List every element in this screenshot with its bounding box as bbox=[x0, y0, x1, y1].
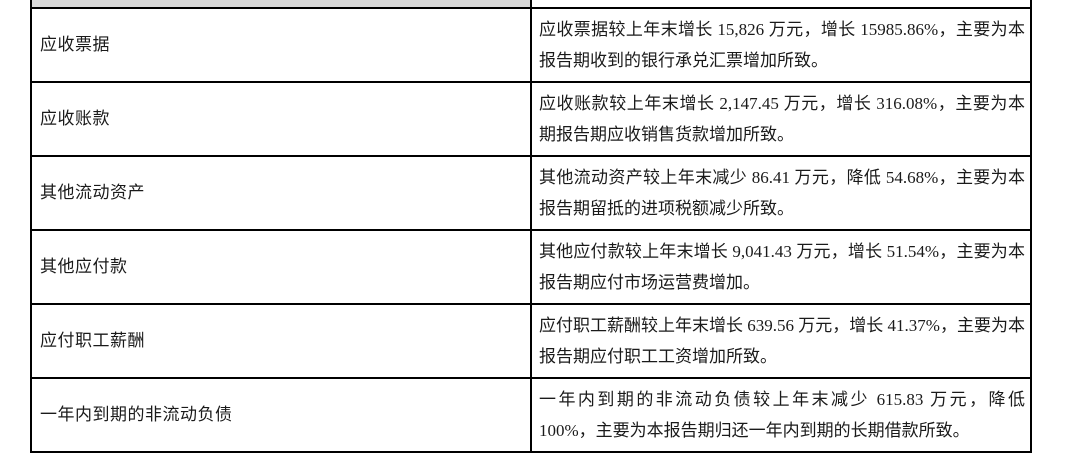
header-remnant-item-cell bbox=[30, 0, 532, 9]
header-remnant-description-cell bbox=[530, 0, 1032, 9]
item-cell: 应收票据 bbox=[30, 7, 532, 83]
description-cell: 应付职工薪酬较上年末增长 639.56 万元，增长 41.37%，主要为本报告期… bbox=[530, 303, 1032, 379]
description-cell: 应收账款较上年末增长 2,147.45 万元，增长 316.08%，主要为本期报… bbox=[530, 81, 1032, 157]
description-cell: 其他应付款较上年末增长 9,041.43 万元，增长 51.54%，主要为本报告… bbox=[530, 229, 1032, 305]
header-remnant-row bbox=[30, 0, 1032, 9]
item-cell: 应收账款 bbox=[30, 81, 532, 157]
item-cell: 一年内到期的非流动负债 bbox=[30, 377, 532, 453]
table-row: 应收票据 应收票据较上年末增长 15,826 万元，增长 15985.86%，主… bbox=[30, 7, 1032, 83]
balance-sheet-changes-table: 应收票据 应收票据较上年末增长 15,826 万元，增长 15985.86%，主… bbox=[30, 0, 1032, 453]
table-row: 其他应付款 其他应付款较上年末增长 9,041.43 万元，增长 51.54%，… bbox=[30, 229, 1032, 305]
table-row: 应收账款 应收账款较上年末增长 2,147.45 万元，增长 316.08%，主… bbox=[30, 81, 1032, 157]
table-row: 一年内到期的非流动负债 一年内到期的非流动负债较上年末减少 615.83 万元，… bbox=[30, 377, 1032, 453]
table-row: 应付职工薪酬 应付职工薪酬较上年末增长 639.56 万元，增长 41.37%，… bbox=[30, 303, 1032, 379]
table-row: 其他流动资产 其他流动资产较上年末减少 86.41 万元，降低 54.68%，主… bbox=[30, 155, 1032, 231]
item-cell: 应付职工薪酬 bbox=[30, 303, 532, 379]
item-cell: 其他应付款 bbox=[30, 229, 532, 305]
description-cell: 应收票据较上年末增长 15,826 万元，增长 15985.86%，主要为本报告… bbox=[530, 7, 1032, 83]
description-cell: 一年内到期的非流动负债较上年末减少 615.83 万元，降低 100%，主要为本… bbox=[530, 377, 1032, 453]
description-cell: 其他流动资产较上年末减少 86.41 万元，降低 54.68%，主要为本报告期留… bbox=[530, 155, 1032, 231]
item-cell: 其他流动资产 bbox=[30, 155, 532, 231]
